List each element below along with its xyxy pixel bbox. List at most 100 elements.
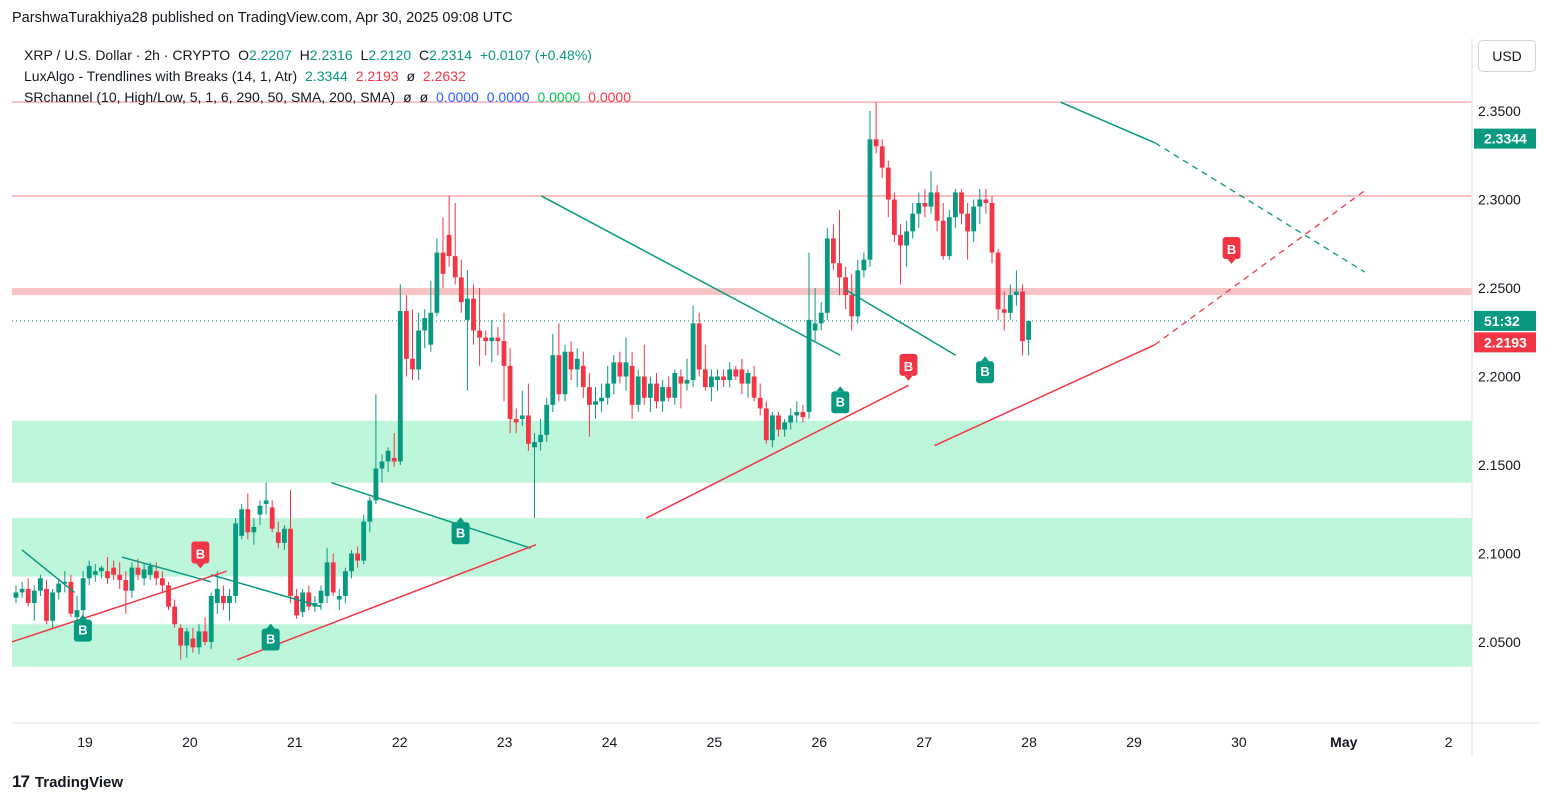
candle-body: [666, 387, 672, 398]
candle-body: [757, 397, 763, 409]
candle-body: [318, 590, 324, 604]
open-label: O: [238, 47, 249, 63]
legend-symbol-row[interactable]: XRP / U.S. Dollar · 2h · CRYPTO O2.2207 …: [24, 45, 635, 66]
candle-body: [696, 323, 702, 370]
price-chart[interactable]: B B B B B B B B 2.0500 2.1000 2.1500 2.2000 2.2500 2.…: [12, 38, 1540, 758]
candle-body: [611, 362, 617, 384]
candle-body: [605, 383, 611, 398]
candle-body: [580, 365, 586, 388]
candle-body: [489, 337, 495, 342]
downtrend-line-0: [21, 549, 75, 594]
candle-body: [288, 528, 293, 596]
candle-body: [507, 365, 513, 419]
x-tick-label: 28: [1021, 734, 1037, 750]
break-label-text: B: [980, 364, 989, 379]
candle-body: [983, 199, 989, 204]
candle-body: [904, 231, 909, 246]
price-label-box: [1474, 332, 1536, 353]
candle-body: [989, 203, 995, 253]
uptrend-extension-3: [1154, 190, 1366, 346]
candle-body: [184, 631, 190, 646]
srchannel-value-2: 0.0000: [486, 89, 530, 105]
candle-body: [349, 553, 354, 572]
break-label-up-0: B: [73, 614, 92, 642]
candle-body: [269, 507, 275, 529]
candle-body: [855, 270, 861, 317]
candle-body: [294, 595, 299, 616]
close-value: 2.2314: [429, 47, 472, 63]
candle-body: [916, 203, 922, 214]
tradingview-brand[interactable]: 17 TradingView: [12, 772, 123, 792]
support-zone-2: [12, 624, 1472, 667]
legend-srchannel-row[interactable]: SRchannel (10, High/Low, 5, 1, 6, 290, 5…: [24, 87, 635, 108]
publisher-line: ParshwaTurakhiya28 published on TradingV…: [12, 10, 513, 26]
break-label-pointer: [836, 386, 845, 392]
break-label-up-4: B: [831, 386, 850, 414]
candle-body: [617, 362, 623, 377]
candle-body: [818, 312, 824, 324]
candle-body: [910, 213, 916, 232]
luxalgo-indicator-name: LuxAlgo - Trendlines with Breaks (14, 1,…: [24, 68, 298, 84]
srchannel-value-4: 0.0000: [588, 89, 631, 105]
low-label: L: [360, 47, 369, 63]
candle-body: [648, 383, 653, 398]
candle-body: [672, 372, 678, 398]
candle-body: [300, 592, 306, 612]
x-tick-label: 19: [77, 734, 93, 750]
legend-luxalgo-row[interactable]: LuxAlgo - Trendlines with Breaks (14, 1,…: [24, 66, 635, 87]
candle-body: [812, 323, 818, 331]
candle-body: [965, 213, 970, 232]
candle-body: [831, 238, 836, 264]
x-tick-label: 29: [1126, 734, 1142, 750]
candle-body: [31, 590, 37, 604]
candle-body: [678, 376, 684, 384]
high-label: H: [299, 47, 310, 63]
downtrend-line-6: [1060, 101, 1156, 144]
candle-body: [776, 415, 781, 430]
candle-body: [416, 330, 421, 370]
currency-button[interactable]: USD: [1478, 40, 1536, 72]
candle-body: [160, 578, 165, 586]
candle-body: [105, 571, 110, 579]
candle-body: [885, 167, 891, 200]
downtrend-extension-6: [1154, 142, 1366, 273]
candle-body: [239, 509, 245, 536]
luxalgo-upper-value: 2.3344: [305, 68, 348, 84]
srchannel-na-symbol-2: ø: [419, 89, 429, 105]
candle-body: [343, 571, 348, 596]
candle-body: [129, 567, 135, 591]
candle-body: [892, 199, 897, 235]
srchannel-value-3: 0.0000: [537, 89, 581, 105]
candle-body: [385, 450, 391, 462]
candle-body: [873, 139, 879, 147]
y-tick-label: 2.2000: [1478, 369, 1521, 385]
support-zone-0: [12, 420, 1472, 483]
candle-body: [501, 341, 507, 366]
break-label-down-5: B: [899, 353, 918, 381]
candle-body: [794, 411, 800, 416]
uptrend-line-0: [12, 570, 227, 643]
break-label-box: [976, 361, 995, 384]
candle-body: [770, 415, 775, 441]
candle-body: [99, 567, 104, 572]
candle-body: [92, 571, 98, 575]
y-tick-label: 2.3500: [1478, 103, 1521, 119]
candle-body: [641, 376, 647, 398]
candle-body: [355, 553, 360, 561]
x-tick-label: May: [1330, 734, 1357, 750]
candle-body: [336, 595, 342, 600]
candle-body: [715, 376, 720, 381]
candle-body: [434, 252, 440, 313]
chart-area[interactable]: B B B B B B B B 2.0500 2.1000 2.1500 2.2000 2.2500 2.…: [12, 38, 1540, 758]
x-tick-label: 26: [812, 734, 828, 750]
candle-body: [538, 434, 543, 442]
candle-body: [843, 277, 848, 296]
candle-body: [471, 298, 476, 331]
y-tick-label: 2.2500: [1478, 280, 1521, 296]
candle-body: [824, 238, 830, 313]
candle-body: [788, 415, 794, 423]
candle-body: [654, 383, 659, 402]
candle-body: [550, 355, 556, 405]
candle-body: [440, 252, 446, 274]
candle-body: [721, 376, 726, 381]
